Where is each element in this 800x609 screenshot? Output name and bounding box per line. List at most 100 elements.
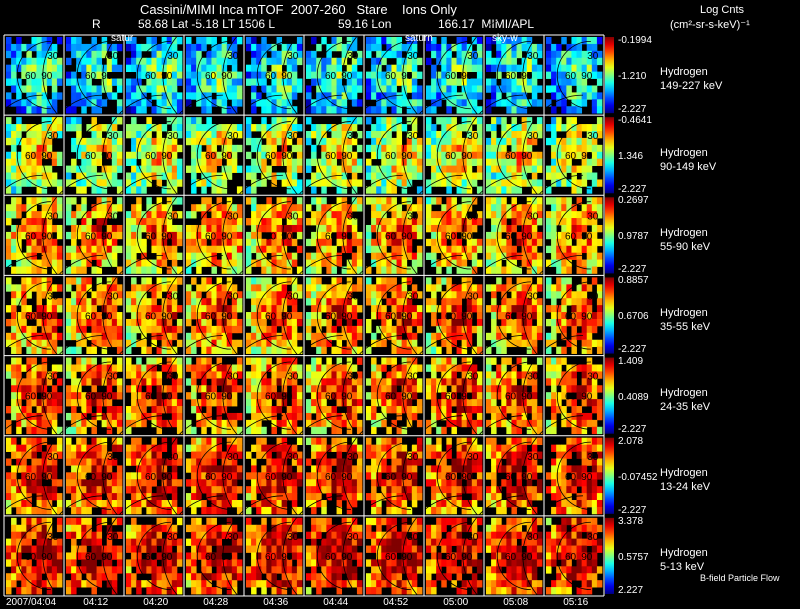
heatmap-cell [256,43,262,52]
heatmap-cell [206,231,212,240]
heatmap-cell [556,252,562,260]
heatmap-cell [266,259,272,267]
heatmap-cell [311,266,317,274]
heatmap-cell [476,117,483,125]
heatmap-cell [211,186,217,194]
heatmap-cell [581,218,588,226]
heatmap-cell [251,284,257,292]
heatmap-cell [531,231,538,240]
heatmap-cell [171,50,178,59]
heatmap-cell [106,399,113,407]
heatmap-cell [436,406,442,414]
heatmap-cell [346,392,353,400]
heatmap-cell [506,186,512,194]
heatmap-cell [191,78,197,86]
heatmap-cell [401,158,408,166]
heatmap-cell [521,158,528,166]
heatmap-cell [261,332,267,341]
heatmap-cell [226,412,233,421]
heatmap-cell [211,50,217,59]
heatmap-cell [581,99,588,107]
heatmap-cell [91,385,97,393]
heatmap-cell [136,364,142,372]
heatmap-cell [256,305,262,313]
heatmap-cell [506,43,512,52]
heatmap-cell [346,144,353,153]
heatmap-cell [496,117,502,125]
heatmap-cell [521,312,528,320]
heatmap-cell [456,325,463,334]
heatmap-cell [76,426,82,435]
heatmap-cell [336,99,343,107]
heatmap-cell [536,211,543,219]
heatmap-cell [281,158,288,166]
heatmap-cell [336,238,343,247]
heatmap-cell [576,64,583,73]
heatmap-cell [591,266,598,274]
heatmap-cell [326,339,332,348]
heatmap-cell [506,151,512,160]
heatmap-cell [516,64,523,73]
heatmap-cell [596,130,603,139]
heatmap-cell [46,371,53,379]
heatmap-cell [11,392,17,400]
heatmap-cell [331,284,337,292]
heatmap-cell [336,371,343,379]
heatmap-cell [401,92,408,100]
heatmap-cell [256,50,262,59]
heatmap-cell [26,419,32,428]
heatmap-cell [256,364,262,372]
heatmap-cell [526,130,533,139]
heatmap-cell [246,37,252,45]
heatmap-cell [436,259,442,267]
heatmap-cell [216,305,223,313]
heatmap-cell [286,378,293,386]
heatmap-cell [196,144,202,153]
heatmap-cell [266,406,272,414]
heatmap-cell [511,339,517,348]
heatmap-cell [591,130,598,139]
heatmap-cell [46,312,53,320]
heatmap-cell [56,186,63,194]
heatmap-cell [446,231,452,240]
heatmap-cell [351,259,358,267]
heatmap-cell [391,259,397,267]
heatmap-cell [186,312,192,320]
heatmap-cell [156,158,163,166]
heatmap-cell [276,78,283,86]
heatmap-cell [91,165,97,173]
contour-arc [16,201,51,270]
heatmap-cell [256,392,262,400]
heatmap-cell [11,204,17,212]
heatmap-cell [536,71,543,79]
heatmap-cell [131,78,137,86]
heatmap-cell [71,392,77,400]
heatmap-cell [501,346,507,354]
heatmap-cell [6,245,12,254]
heatmap-cell [206,371,212,379]
heatmap-cell [396,179,403,187]
heatmap-cell [571,179,577,187]
heatmap-cell [86,224,92,233]
heatmap-cell [141,92,147,100]
heatmap-cell [146,204,152,212]
heatmap-cell [436,399,442,407]
heatmap-cell [396,78,403,86]
heatmap-cell [456,318,463,327]
heatmap-cell [136,92,142,100]
heatmap-cell [136,266,142,274]
heatmap-cell [336,64,343,73]
heatmap-cell [571,151,577,160]
heatmap-cell [186,339,192,348]
heatmap-cell [306,325,312,334]
heatmap-cell [261,106,267,114]
heatmap-cell [401,78,408,86]
heatmap-cell [501,284,507,292]
heatmap-cell [81,151,87,160]
heatmap-cell [266,357,272,365]
heatmap-cell [36,346,43,354]
heatmap-cell [91,137,97,146]
heatmap-cell [81,99,87,107]
